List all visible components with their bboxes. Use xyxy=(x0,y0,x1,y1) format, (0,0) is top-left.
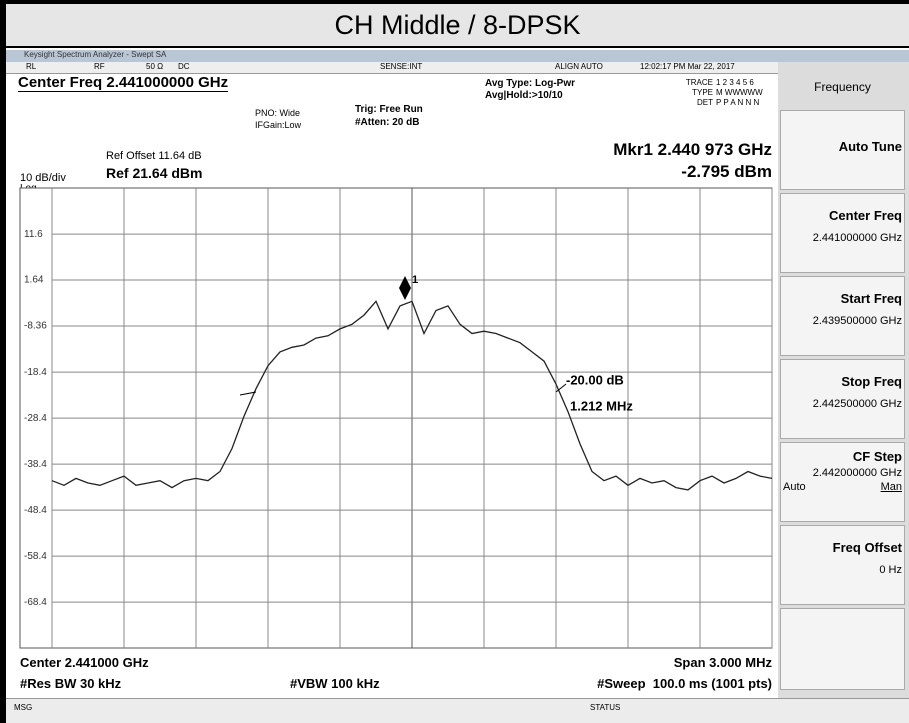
status-line xyxy=(6,62,781,74)
delta-arrow xyxy=(555,383,567,393)
status-item: 12:02:17 PM Mar 22, 2017 xyxy=(640,62,735,71)
footer-center: Center 2.441000 GHz xyxy=(20,655,149,670)
key-label: Start Freq xyxy=(840,291,902,306)
key-option: Auto xyxy=(783,481,806,493)
marker-freq: Mkr1 2.440 973 GHz xyxy=(613,140,772,159)
soft-key[interactable] xyxy=(780,608,905,690)
type-label: TYPE xyxy=(692,88,713,97)
annotation: -20.00 dB xyxy=(566,372,624,387)
footer-sweep: #Sweep 100.0 ms (1001 pts) xyxy=(597,676,772,691)
y-tick-label: -68.4 xyxy=(24,597,47,608)
key-label: Stop Freq xyxy=(841,374,902,389)
type-value: M WWWWW xyxy=(716,88,763,97)
status-item: DC xyxy=(178,62,190,71)
marker-level: -2.795 dBm xyxy=(681,162,772,181)
marker-diamond xyxy=(399,276,411,300)
key-value: 0 Hz xyxy=(879,564,902,576)
y-tick-label: -58.4 xyxy=(24,551,47,562)
status-item: 50 Ω xyxy=(146,62,164,71)
marker-label: 1 xyxy=(412,274,418,286)
soft-key[interactable]: Center Freq 2.441000000 GHz xyxy=(780,193,905,273)
window-title: Keysight Spectrum Analyzer - Swept SA xyxy=(24,50,167,59)
trace-value: 1 2 3 4 5 6 xyxy=(716,78,754,87)
avg-hold: Avg|Hold:>10/10 xyxy=(485,90,563,101)
status-item: RF xyxy=(94,62,105,71)
key-value: 2.442500000 GHz xyxy=(812,398,902,410)
trig: Trig: Free Run xyxy=(355,104,423,115)
key-value: 2.442000000 GHz xyxy=(812,467,902,479)
status-item: RL xyxy=(26,62,37,71)
trace-label: TRACE xyxy=(685,78,713,87)
key-value: 2.441000000 GHz xyxy=(812,232,902,244)
footer-rbw: #Res BW 30 kHz xyxy=(20,676,122,691)
key-label: CF Step xyxy=(852,449,902,464)
msg: MSG xyxy=(14,703,33,712)
pno: PNO: Wide xyxy=(255,108,301,118)
status-item: SENSE:INT xyxy=(380,62,423,71)
status-bar xyxy=(6,698,909,723)
annotation: 1.212 MHz xyxy=(570,398,633,413)
y-tick-label: -48.4 xyxy=(24,505,47,516)
y-tick-label: 1.64 xyxy=(24,275,44,286)
delta-arrow xyxy=(239,391,257,396)
key-label: Auto Tune xyxy=(838,139,902,154)
footer-span: Span 3.000 MHz xyxy=(673,655,772,670)
page-title: CH Middle / 8-DPSK xyxy=(334,10,581,40)
avg-type: Avg Type: Log-Pwr xyxy=(485,78,575,89)
key-value: 2.439500000 GHz xyxy=(812,315,902,327)
footer-vbw: #VBW 100 kHz xyxy=(290,676,380,691)
trace xyxy=(51,300,773,491)
key-label: Center Freq xyxy=(829,208,902,223)
ifgain: IFGain:Low xyxy=(255,120,302,130)
y-tick-label: 11.6 xyxy=(24,229,43,240)
status-item: ALIGN AUTO xyxy=(555,62,603,71)
title-band xyxy=(6,4,909,46)
scale: 10 dB/div xyxy=(20,172,66,184)
y-tick-label: -18.4 xyxy=(24,367,47,378)
y-tick-label: -38.4 xyxy=(24,459,47,470)
y-tick-label: -28.4 xyxy=(24,413,47,424)
soft-key[interactable]: CF Step 2.442000000 GHz Auto Man xyxy=(780,442,905,522)
key-option: Man xyxy=(880,481,902,493)
det-value: P P A N N N xyxy=(716,98,760,107)
det-label: DET xyxy=(697,98,713,107)
soft-key[interactable]: Start Freq 2.439500000 GHz xyxy=(780,276,905,356)
atten: #Atten: 20 dB xyxy=(355,117,420,128)
soft-key[interactable]: Auto Tune xyxy=(780,110,905,190)
status: STATUS xyxy=(590,703,621,712)
center-freq: Center Freq 2.441000000 GHz xyxy=(18,74,229,92)
ref-level: Ref 21.64 dBm xyxy=(106,165,203,181)
soft-key[interactable]: Stop Freq 2.442500000 GHz xyxy=(780,359,905,439)
soft-key[interactable]: Freq Offset 0 Hz xyxy=(780,525,905,605)
menu-title: Frequency xyxy=(814,80,871,94)
window-bar xyxy=(6,50,909,62)
key-label: Freq Offset xyxy=(832,540,902,555)
ref-offset: Ref Offset 11.64 dB xyxy=(106,150,202,162)
y-tick-label: -8.36 xyxy=(24,321,47,332)
